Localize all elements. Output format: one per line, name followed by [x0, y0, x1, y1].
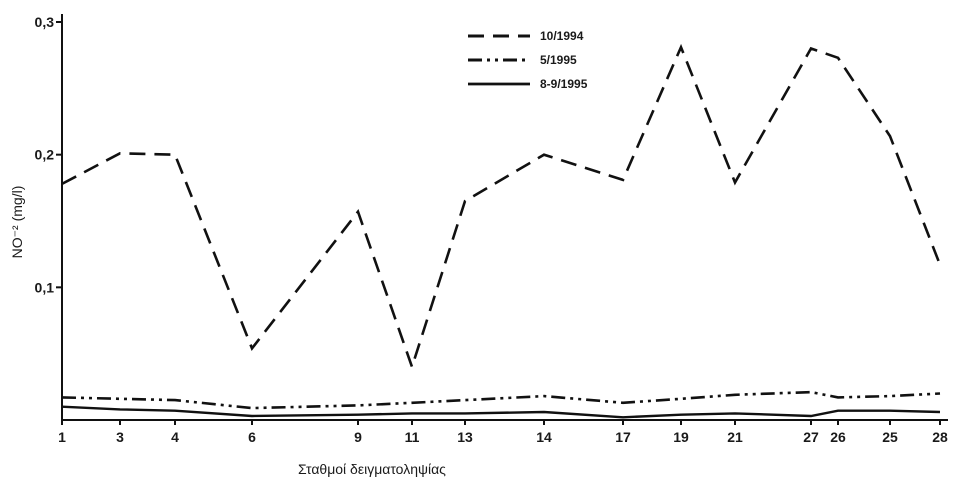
x-tick-label: 1 [58, 429, 66, 445]
series-layer [61, 43, 942, 419]
series-line-1 [61, 43, 942, 372]
x-axis-title: Σταθμοί δειγματοληψίας [298, 461, 446, 477]
x-tick-label: 13 [457, 429, 473, 445]
x-tick-label: 6 [248, 429, 256, 445]
x-tick-label: 11 [405, 429, 420, 445]
series-line-2 [61, 390, 941, 410]
y-tick-label: 0,2 [35, 147, 55, 163]
axes: 0,10,20,31 3 4 6 9 11 13 14 17 19 21 27 26 25 28 [35, 14, 948, 445]
x-tick-label: 28 [932, 429, 948, 445]
x-tick-label: 27 [803, 429, 819, 445]
x-tick-label: 4 [171, 429, 179, 445]
legend: 10/1994 5/1995 8-9/1995 [468, 29, 588, 91]
x-tick-label: 25 [882, 429, 898, 445]
y-axis-title: NO⁻² (mg/l) [9, 186, 25, 259]
legend-label-3: 8-9/1995 [540, 77, 588, 91]
x-tick-label: 21 [727, 429, 743, 445]
legend-label-1: 10/1994 [540, 29, 584, 43]
y-tick-label: 0,3 [35, 14, 55, 30]
x-tick-label: 17 [615, 429, 631, 445]
y-tick-label: 0,1 [35, 279, 55, 295]
x-tick-label: 26 [830, 429, 846, 445]
x-tick-label: 3 [116, 429, 124, 445]
series-line-3 [61, 405, 941, 419]
x-tick-label: 19 [673, 429, 689, 445]
x-tick-label: 9 [354, 429, 362, 445]
x-tick-label: 14 [536, 429, 552, 445]
legend-label-2: 5/1995 [540, 53, 577, 67]
